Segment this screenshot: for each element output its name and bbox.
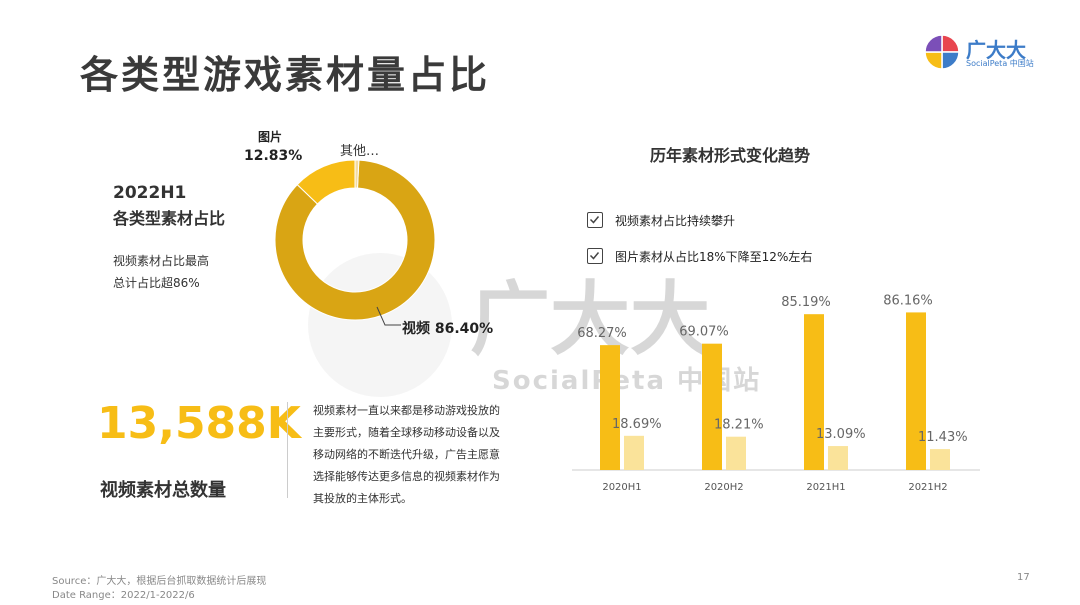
divider xyxy=(287,402,288,498)
x-tick-label: 2020H2 xyxy=(704,482,743,493)
donut-image-label: 图片 xyxy=(258,130,283,144)
data-label: 86.16% xyxy=(883,293,933,308)
logo-name: 广大大 xyxy=(966,38,1026,62)
summary-period: 2022H1 xyxy=(113,183,187,203)
footer-source: Source：广大大，根据后台抓取数据统计后展现 xyxy=(52,576,267,587)
check-icon xyxy=(587,248,603,264)
data-label: 18.21% xyxy=(714,418,764,433)
bar-chart: 68.27% 18.69% 2020H1 69.07% 18.21% 2020H2 85.1… xyxy=(572,293,980,493)
logo-quadrant xyxy=(924,51,943,70)
bar-image xyxy=(930,449,950,470)
x-tick-label: 2021H2 xyxy=(908,482,947,493)
data-label: 13.09% xyxy=(816,427,866,442)
data-label: 68.27% xyxy=(577,326,627,341)
watermark-text: 广大大 xyxy=(470,273,710,366)
logo-subtitle: SocialPeta 中国站 xyxy=(966,59,1034,68)
bar-image xyxy=(624,435,644,470)
bar-image xyxy=(828,446,848,470)
logo-quadrant xyxy=(941,51,960,70)
summary-note-1: 视频素材占比最高 xyxy=(113,254,210,268)
bar-video xyxy=(702,343,722,470)
summary-heading: 各类型素材占比 xyxy=(113,209,226,228)
donut-video-leader xyxy=(376,306,401,326)
logo-icon xyxy=(924,34,960,70)
data-label: 11.43% xyxy=(918,430,968,445)
trend-title: 历年素材形式变化趋势 xyxy=(650,146,811,165)
footer-date-range: Date Range：2022/1-2022/6 xyxy=(52,590,195,601)
trend-check-1: 视频素材占比持续攀升 xyxy=(615,214,736,228)
stat-value: 13,588K xyxy=(97,398,301,449)
page-title: 各类型游戏素材量占比 xyxy=(80,53,491,97)
logo-quadrant xyxy=(941,34,960,53)
stat-label: 视频素材总数量 xyxy=(100,480,226,501)
donut-slice-other xyxy=(354,159,360,189)
bar-video xyxy=(906,312,926,470)
stat-description: 视频素材一直以来都是移动游戏投放的主要形式，随着全球移动移动设备以及移动网络的不… xyxy=(313,404,500,505)
donut-video-label: 视频 86.40% xyxy=(402,321,494,337)
data-label: 85.19% xyxy=(781,295,831,310)
trend-check-2: 图片素材从占比18%下降至12%左右 xyxy=(615,250,813,264)
data-label: 69.07% xyxy=(679,325,729,340)
check-icon xyxy=(587,212,603,228)
donut-other-label: 其他… xyxy=(340,144,380,159)
data-label: 18.69% xyxy=(612,417,662,432)
x-tick-label: 2021H1 xyxy=(806,482,845,493)
summary-note-2: 总计占比超86% xyxy=(113,276,200,290)
logo-quadrant xyxy=(924,34,943,53)
x-tick-label: 2020H1 xyxy=(602,482,641,493)
bar-video xyxy=(804,314,824,470)
donut-chart xyxy=(274,159,436,321)
bar-image xyxy=(726,436,746,470)
donut-image-value: 12.83% xyxy=(244,148,303,164)
donut-slice-video xyxy=(274,159,436,321)
page-number: 17 xyxy=(1017,572,1030,583)
bar-video xyxy=(600,345,620,470)
